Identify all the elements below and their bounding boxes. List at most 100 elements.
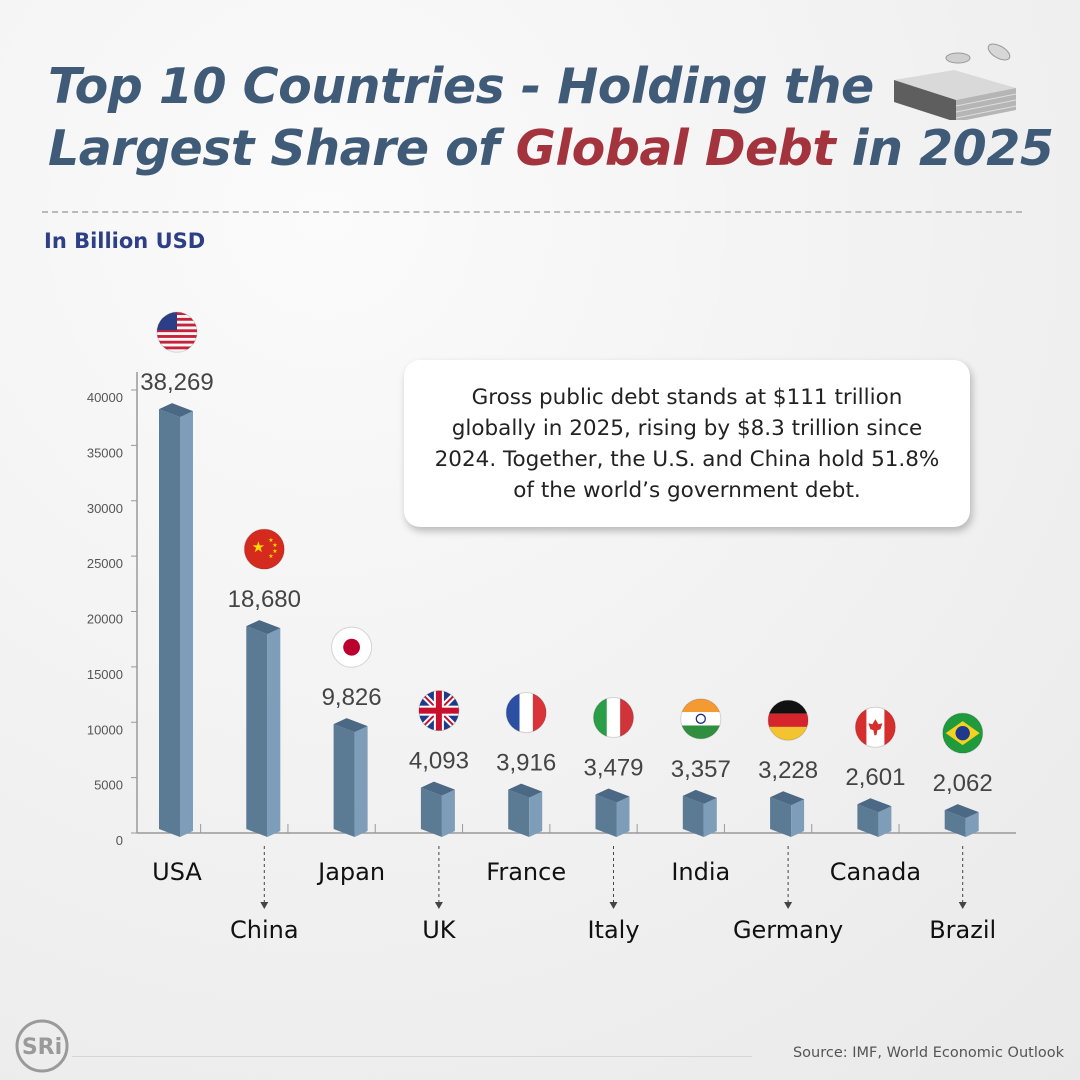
value-label: 9,826 [322, 684, 382, 711]
y-tick-label: 0 [116, 833, 123, 848]
value-label: 3,479 [583, 754, 643, 781]
bar-canada [857, 798, 892, 837]
category-label: India [671, 858, 730, 886]
bar-front-face [508, 789, 530, 837]
unit-label: In Billion USD [44, 229, 206, 253]
bar-side-face [180, 411, 193, 837]
y-tick-label: 30000 [87, 501, 123, 516]
bar-japan [333, 718, 368, 837]
bar-top-face [857, 798, 892, 813]
source-note: Source: IMF, World Economic Outlook [792, 1045, 1064, 1061]
flag-ring [593, 696, 634, 738]
category-label: Italy [587, 916, 639, 944]
bar-top-face [682, 789, 717, 804]
italy-flag-icon [593, 697, 634, 738]
page-title: Top 10 Countries - Holding the Largest S… [48, 56, 1058, 180]
category-label: France [486, 858, 566, 886]
value-label: 3,916 [496, 750, 556, 777]
bar-front-face [246, 626, 268, 837]
y-tick-label: 20000 [87, 612, 123, 627]
bar-top-face [420, 781, 455, 796]
value-label: 3,357 [671, 756, 731, 783]
china-flag-icon: ★ ★★★★ [244, 529, 285, 570]
germany-flag-icon [768, 700, 809, 741]
arrow-down-icon [434, 902, 443, 909]
bar-chart: 0 5000 10000 15000 20000 25000 30000 35000 40000… [87, 311, 1016, 944]
bar-italy [595, 788, 630, 837]
bar-france [508, 783, 543, 837]
bar-front-face [420, 787, 442, 837]
y-tick-label: 25000 [87, 556, 123, 571]
bar-uk [420, 781, 455, 837]
category-label: Canada [830, 858, 921, 886]
value-label: 38,269 [140, 369, 213, 396]
bar-india [682, 789, 717, 837]
arrow-down-icon [609, 902, 618, 909]
money-stack-icon [894, 43, 1017, 120]
flag-ring [156, 311, 198, 353]
bar-side-face [354, 726, 368, 837]
france-flag-icon [506, 692, 547, 733]
bar-front-face [944, 810, 966, 837]
info-callout-text: Gross public debt stands at $111 trillio… [434, 384, 940, 503]
flag-ring [767, 699, 809, 741]
us-flag-icon [157, 312, 197, 350]
bar-top-face [508, 783, 543, 798]
flag-ring [854, 706, 896, 748]
y-tick-label: 10000 [87, 722, 123, 737]
bar-front-face [333, 724, 355, 837]
canada-flag-icon [855, 707, 896, 748]
value-label: 18,680 [228, 586, 301, 613]
bar-brazil [944, 804, 979, 837]
bar-front-face [682, 795, 704, 837]
bar-side-face [878, 806, 892, 837]
bar-front-face [770, 797, 792, 837]
bar-top-face [333, 718, 368, 733]
category-label: Japan [316, 858, 385, 886]
bar-side-face [616, 796, 630, 837]
title-accent: Global Debt [515, 120, 836, 177]
title-text: Top 10 Countries - Holding the Largest S… [48, 58, 874, 177]
bar-side-face [441, 789, 455, 837]
bar-side-face [267, 628, 281, 837]
value-label: 2,601 [845, 764, 905, 791]
bar-top-face [595, 788, 630, 803]
svg-text:★: ★ [268, 537, 273, 544]
svg-text:★: ★ [272, 548, 277, 555]
footer-divider [72, 1056, 752, 1057]
bar-top-face [159, 403, 193, 418]
arrow-down-icon [784, 902, 793, 909]
category-label: Germany [733, 916, 843, 944]
bar-side-face [965, 812, 979, 837]
bar-top-face [770, 791, 805, 806]
category-label: China [230, 916, 299, 944]
japan-flag-icon [331, 627, 372, 668]
bar-front-face [159, 409, 180, 837]
flag-ring [418, 690, 460, 732]
value-label: 3,228 [758, 757, 818, 784]
bar-side-face [703, 797, 717, 837]
svg-text:★: ★ [268, 553, 273, 560]
value-label: 4,093 [409, 748, 469, 775]
y-tick-label: 35000 [87, 445, 123, 460]
arrow-down-icon [958, 902, 967, 909]
flag-ring [505, 692, 547, 734]
bar-side-face [529, 791, 543, 837]
sri-logo: SRi [15, 1019, 69, 1073]
bar-front-face [595, 794, 617, 837]
value-label: 2,062 [933, 770, 993, 797]
flag-ring [243, 528, 285, 570]
category-label: USA [152, 858, 202, 886]
flag-ring [331, 626, 373, 668]
flag-ring [680, 698, 722, 740]
bar-china [246, 620, 281, 837]
bar-germany [770, 791, 805, 837]
arrow-down-icon [260, 902, 269, 909]
title-suffix: in 2025 [835, 120, 1054, 177]
bar-front-face [857, 804, 879, 837]
svg-text:★: ★ [252, 538, 265, 556]
y-tick-label: 15000 [87, 667, 123, 682]
bar-top-face [944, 804, 979, 819]
flag-ring [942, 712, 984, 754]
info-callout: Gross public debt stands at $111 trillio… [404, 360, 970, 527]
